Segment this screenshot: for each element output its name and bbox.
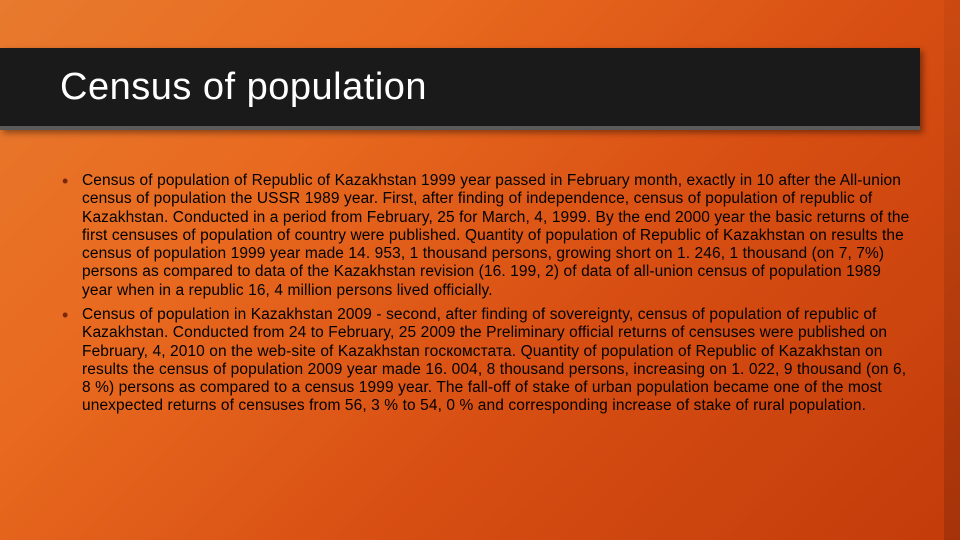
bullet-item: Census of population of Republic of Kaza… (60, 172, 910, 300)
right-edge-accent (944, 0, 960, 540)
title-bar: Census of population (0, 48, 920, 130)
slide-body: Census of population of Republic of Kaza… (60, 172, 910, 422)
bullet-item: Census of population in Kazakhstan 2009 … (60, 306, 910, 416)
slide-title: Census of population (60, 66, 427, 109)
